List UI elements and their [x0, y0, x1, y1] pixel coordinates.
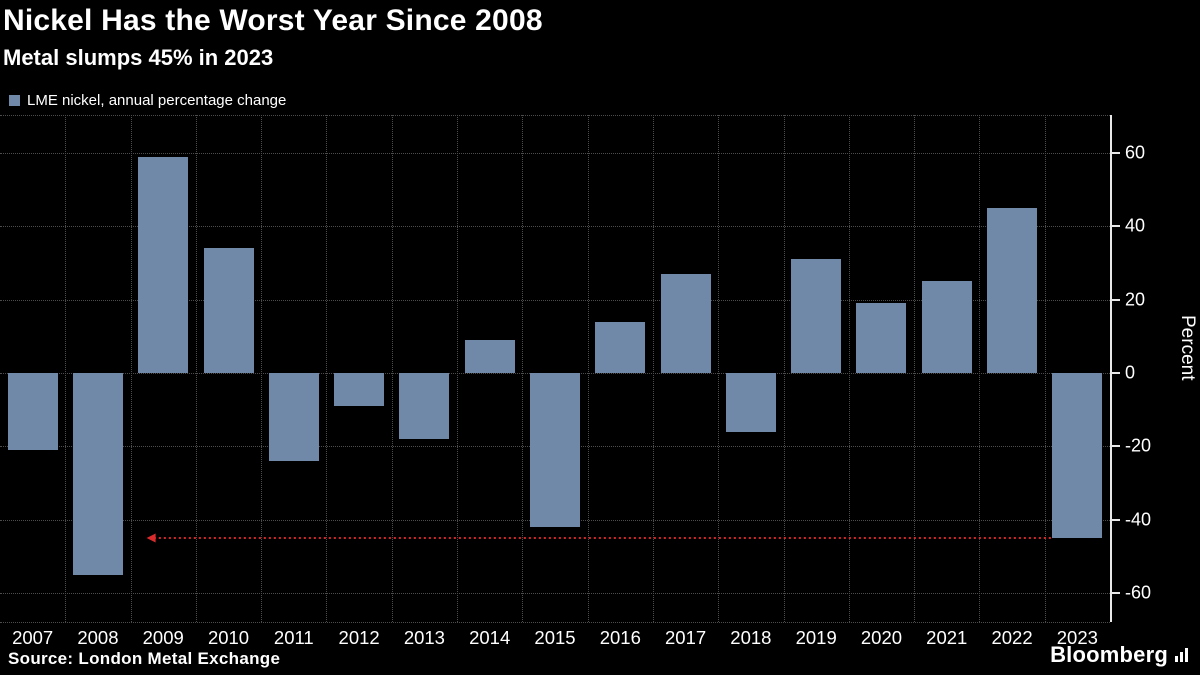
bar-2013	[399, 373, 450, 439]
chart-subtitle: Metal slumps 45% in 2023	[3, 45, 274, 70]
x-tick-label: 2008	[77, 627, 119, 648]
bar-2016	[595, 321, 646, 373]
x-tick-label: 2011	[273, 627, 314, 648]
bar-2012	[334, 373, 385, 406]
gridline-vertical	[522, 115, 524, 622]
gridline-vertical	[652, 115, 654, 622]
x-tick-label: 2007	[12, 627, 54, 648]
x-tick-label: 2018	[730, 627, 772, 648]
gridline-vertical	[391, 115, 393, 622]
x-tick-label: 2013	[403, 627, 445, 648]
x-tick-label: 2023	[1056, 627, 1098, 648]
y-axis-tick	[1112, 152, 1120, 154]
bar-2009	[138, 156, 189, 373]
y-tick-label: -40	[1125, 509, 1152, 530]
gridline-vertical	[848, 115, 850, 622]
bar-2010	[203, 248, 254, 373]
x-tick-label: 2009	[142, 627, 184, 648]
bar-2011	[268, 373, 319, 461]
x-tick-label: 2012	[338, 627, 380, 648]
y-axis-tick	[1112, 372, 1120, 374]
y-axis-tick	[1112, 298, 1120, 301]
bloomberg-chart-icon	[1174, 647, 1190, 663]
gridline-vertical	[783, 115, 785, 622]
bar-2021	[921, 281, 972, 373]
legend-swatch-icon	[9, 95, 20, 106]
gridline-horizontal	[0, 115, 1110, 116]
x-tick-label: 2022	[991, 627, 1033, 648]
gridline-vertical	[130, 115, 132, 622]
gridline-vertical	[718, 115, 720, 622]
gridline-horizontal	[0, 153, 1110, 154]
gridline-vertical	[261, 115, 263, 622]
gridline-vertical	[1044, 115, 1046, 622]
x-tick-label: 2014	[469, 627, 511, 648]
y-tick-label: -60	[1125, 582, 1152, 603]
y-axis-line	[1110, 115, 1112, 622]
bar-2007	[7, 373, 58, 450]
bar-2022	[987, 208, 1038, 373]
gridline-horizontal	[0, 593, 1110, 594]
y-axis-tick	[1112, 518, 1120, 521]
chart-title: Nickel Has the Worst Year Since 2008	[3, 4, 543, 37]
y-axis-tick	[1112, 592, 1120, 594]
gridline-vertical	[326, 115, 328, 622]
bar-2019	[791, 259, 842, 373]
bar-2020	[856, 303, 907, 373]
x-tick-label: 2010	[207, 627, 250, 648]
bar-2008	[72, 373, 123, 575]
bloomberg-wordmark: Bloomberg	[1050, 642, 1168, 667]
x-tick-label: 2019	[795, 627, 837, 648]
x-tick-label: 2016	[599, 627, 641, 648]
y-axis-title: Percent	[1177, 315, 1198, 381]
gridline-horizontal	[0, 226, 1110, 228]
y-tick-label: 40	[1125, 215, 1146, 236]
x-tick-label: 2015	[534, 627, 576, 648]
y-tick-label: 20	[1125, 289, 1146, 310]
x-tick-label: 2017	[665, 627, 707, 648]
gridline-vertical	[457, 115, 459, 622]
legend-label: LME nickel, annual percentage change	[27, 92, 287, 109]
gridline-vertical	[195, 115, 197, 622]
source-note: Source: London Metal Exchange	[8, 649, 281, 668]
bar-2015	[530, 373, 580, 527]
y-axis-tick	[1112, 445, 1120, 448]
x-tick-label: 2021	[926, 627, 968, 648]
bar-2017	[660, 274, 711, 373]
y-tick-label: 0	[1125, 362, 1136, 383]
bar-2023	[1052, 373, 1103, 538]
gridline-vertical	[979, 115, 981, 622]
gridline-vertical	[587, 115, 589, 622]
y-tick-label: 60	[1125, 142, 1146, 163]
gridline-vertical	[65, 115, 67, 622]
bar-2014	[464, 340, 515, 373]
x-tick-label: 2020	[860, 627, 903, 648]
gridline-horizontal	[0, 622, 1110, 623]
gridline-vertical	[914, 115, 916, 622]
bar-2018	[725, 373, 776, 432]
legend: LME nickel, annual percentage change	[9, 92, 286, 109]
bloomberg-logo: Bloomberg	[1050, 642, 1190, 668]
y-axis-tick	[1112, 225, 1120, 228]
gridline-horizontal	[0, 299, 1110, 301]
y-tick-label: -20	[1125, 435, 1152, 456]
